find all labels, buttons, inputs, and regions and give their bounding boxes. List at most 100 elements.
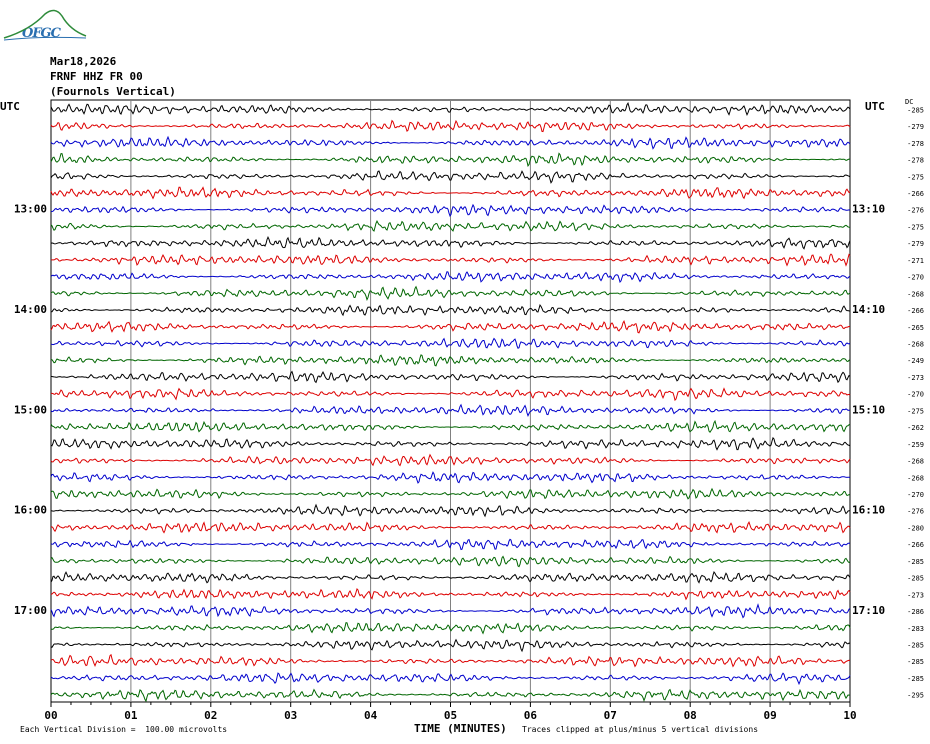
dc-offset-label: -271 [907, 257, 924, 265]
label-group: 00 01 02 03 04 05 06 07 08 09 10 -285 -279 -278 -278 -2… [0, 98, 924, 722]
trace-line-4 [50, 170, 851, 184]
trace-line-28 [50, 570, 851, 584]
dc-offset-label: -268 [907, 474, 924, 482]
trace-line-32 [50, 638, 851, 653]
trace-line-34 [50, 672, 851, 686]
dc-offset-label: -276 [907, 508, 924, 516]
trace-line-24 [50, 503, 851, 518]
trace-line-9 [50, 253, 851, 267]
x-tick-label: 05 [444, 709, 457, 722]
dc-offset-label: -266 [907, 541, 924, 549]
trace-line-22 [50, 471, 851, 484]
station-name-label: (Fournols Vertical) [50, 85, 176, 98]
right-hour-label: 16:10 [852, 504, 885, 517]
trace-line-11 [50, 285, 851, 302]
trace-line-26 [50, 538, 851, 551]
dc-offset-label: -265 [907, 324, 924, 332]
dc-offset-label: -275 [907, 407, 924, 415]
dc-offset-label: -262 [907, 424, 924, 432]
x-tick-label: 07 [604, 709, 617, 722]
x-tick-label: 03 [284, 709, 297, 722]
x-tick-label: 10 [843, 709, 856, 722]
dc-offset-label: -279 [907, 240, 924, 248]
dc-offset-label: -270 [907, 491, 924, 499]
trace-group [50, 102, 851, 703]
right-hour-label: 15:10 [852, 403, 885, 416]
trace-line-6 [50, 203, 851, 217]
dc-offset-label: -285 [907, 658, 924, 666]
dc-offset-label: -268 [907, 290, 924, 298]
x-tick-label: 06 [524, 709, 538, 722]
left-hour-label: 13:00 [14, 203, 47, 216]
date-label: Mar18,2026 [50, 55, 117, 68]
dc-offset-label: -285 [907, 675, 924, 683]
dc-header-label: DC [905, 98, 913, 106]
trace-line-27 [50, 555, 851, 568]
trace-line-31 [50, 622, 851, 635]
trace-line-12 [51, 304, 851, 317]
left-hour-label: 16:00 [14, 504, 47, 517]
trace-line-33 [50, 653, 851, 668]
trace-line-10 [50, 271, 851, 284]
trace-line-0 [50, 102, 851, 116]
trace-line-3 [50, 152, 851, 167]
dc-offset-label: -270 [907, 391, 924, 399]
x-tick-label: 04 [364, 709, 378, 722]
ofgc-logo-icon [3, 9, 87, 41]
trace-line-29 [50, 588, 851, 601]
trace-line-17 [50, 387, 851, 402]
trace-line-30 [50, 603, 851, 619]
trace-line-7 [50, 219, 851, 232]
trace-line-2 [50, 135, 851, 150]
trace-line-15 [50, 354, 851, 367]
x-tick-label: 09 [763, 709, 776, 722]
left-hour-label: 15:00 [14, 403, 47, 416]
dc-offset-label: -278 [907, 157, 924, 165]
dc-offset-label: -268 [907, 458, 924, 466]
dc-offset-label: -285 [907, 558, 924, 566]
trace-line-14 [50, 337, 851, 349]
dc-offset-label: -266 [907, 190, 924, 198]
dc-offset-label: -259 [907, 441, 924, 449]
x-tick-label: 08 [684, 709, 697, 722]
trace-line-20 [50, 436, 851, 451]
left-hour-label: 17:00 [14, 604, 47, 617]
dc-offset-label: -286 [907, 608, 924, 616]
dc-offset-label: -283 [907, 625, 924, 633]
dc-offset-label: -273 [907, 374, 924, 382]
dc-offset-label: -268 [907, 340, 924, 348]
station-label: FRNF HHZ FR 00 [50, 70, 143, 83]
clip-note: Traces clipped at plus/minus 5 vertical … [522, 725, 759, 734]
trace-line-19 [50, 419, 851, 434]
x-axis-title: TIME (MINUTES) [414, 722, 507, 735]
left-tz-label: UTC [0, 100, 20, 113]
dc-offset-label: -279 [907, 123, 924, 131]
dc-offset-label: -285 [907, 641, 924, 649]
trace-line-21 [50, 453, 851, 467]
dc-offset-label: -278 [907, 140, 924, 148]
trace-line-1 [50, 119, 851, 133]
dc-offset-label: -249 [907, 357, 924, 365]
x-tick-label: 00 [44, 709, 57, 722]
trace-line-16 [50, 370, 851, 384]
dc-offset-label: -276 [907, 207, 924, 215]
trace-line-23 [50, 487, 851, 500]
dc-offset-label: -280 [907, 524, 924, 532]
trace-line-18 [50, 403, 851, 418]
dc-offset-label: -273 [907, 591, 924, 599]
x-tick-label: 02 [204, 709, 217, 722]
x-tick-label: 01 [124, 709, 138, 722]
trace-line-5 [50, 186, 851, 200]
dc-offset-label: -275 [907, 173, 924, 181]
right-hour-label: 13:10 [852, 203, 885, 216]
right-tz-label: UTC [865, 100, 885, 113]
trace-line-25 [50, 521, 851, 534]
right-hour-label: 17:10 [852, 604, 885, 617]
right-hour-label: 14:10 [852, 303, 885, 316]
trace-line-35 [50, 688, 851, 703]
trace-line-13 [50, 320, 850, 334]
plot-grid [50, 99, 851, 707]
dc-offset-label: -275 [907, 223, 924, 231]
dc-offset-label: -285 [907, 575, 924, 583]
